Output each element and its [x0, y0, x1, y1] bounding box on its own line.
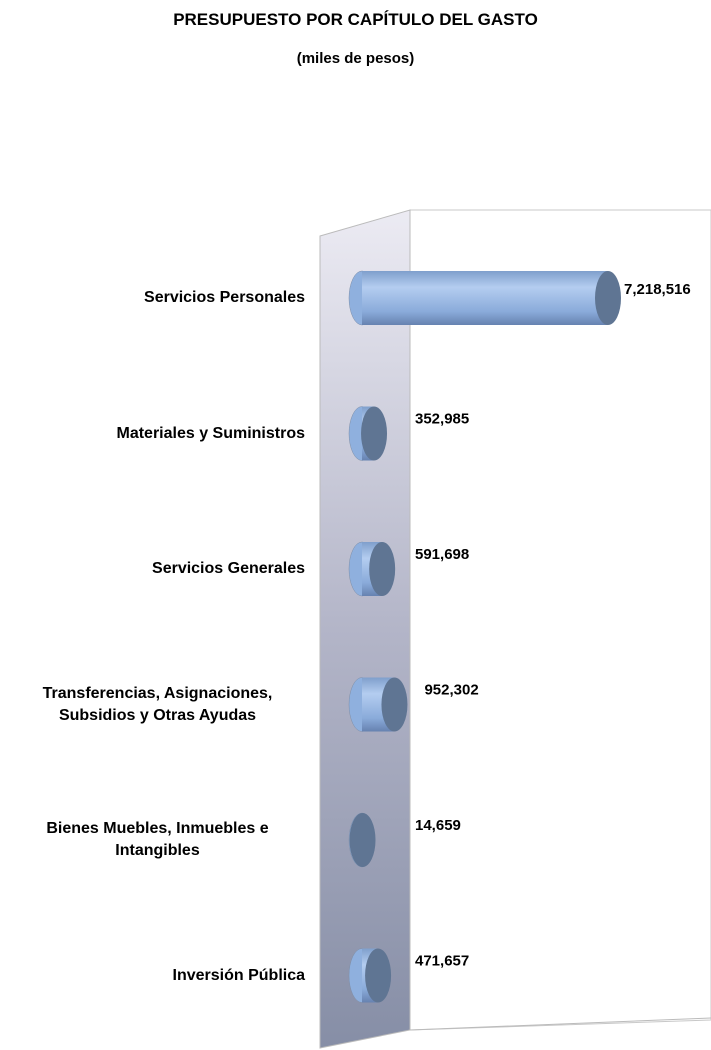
bar-end-cap	[349, 813, 376, 867]
bar-end-cap	[365, 948, 392, 1003]
value-label: 591,698	[415, 546, 469, 563]
floor-line	[409, 1017, 711, 1031]
bar	[348, 541, 396, 597]
bar	[348, 406, 388, 461]
bar	[348, 812, 376, 868]
category-label: Materiales y Suministros	[116, 424, 305, 442]
chart-title: PRESUPUESTO POR CAPÍTULO DEL GASTO	[173, 10, 538, 29]
category-label: Inversión Pública	[172, 966, 305, 984]
bar-end-cap	[361, 406, 388, 461]
bar-end-cap	[369, 542, 396, 596]
side-wall	[319, 209, 411, 1049]
bar	[348, 677, 408, 732]
value-label: 471,657	[415, 952, 469, 969]
bar-end-cap	[381, 677, 408, 732]
bar-end-cap	[595, 271, 621, 325]
chart-subtitle: (miles de pesos)	[296, 50, 415, 67]
back-wall	[409, 209, 711, 1031]
bar-body	[362, 271, 608, 325]
value-label: 14,659	[415, 817, 461, 834]
category-label: Servicios Generales	[152, 560, 305, 577]
value-label: 7,218,516	[624, 281, 691, 298]
bar	[348, 948, 392, 1003]
category-label: Servicios Personales	[144, 289, 305, 306]
category-label: Bienes Muebles, Inmuebles e Intangibles	[46, 820, 269, 859]
value-label: 352,985	[415, 410, 469, 427]
bar	[348, 270, 621, 326]
category-label: Transferencias, Asignaciones, Subsidios …	[42, 684, 273, 724]
value-label: 952,302	[424, 681, 478, 698]
